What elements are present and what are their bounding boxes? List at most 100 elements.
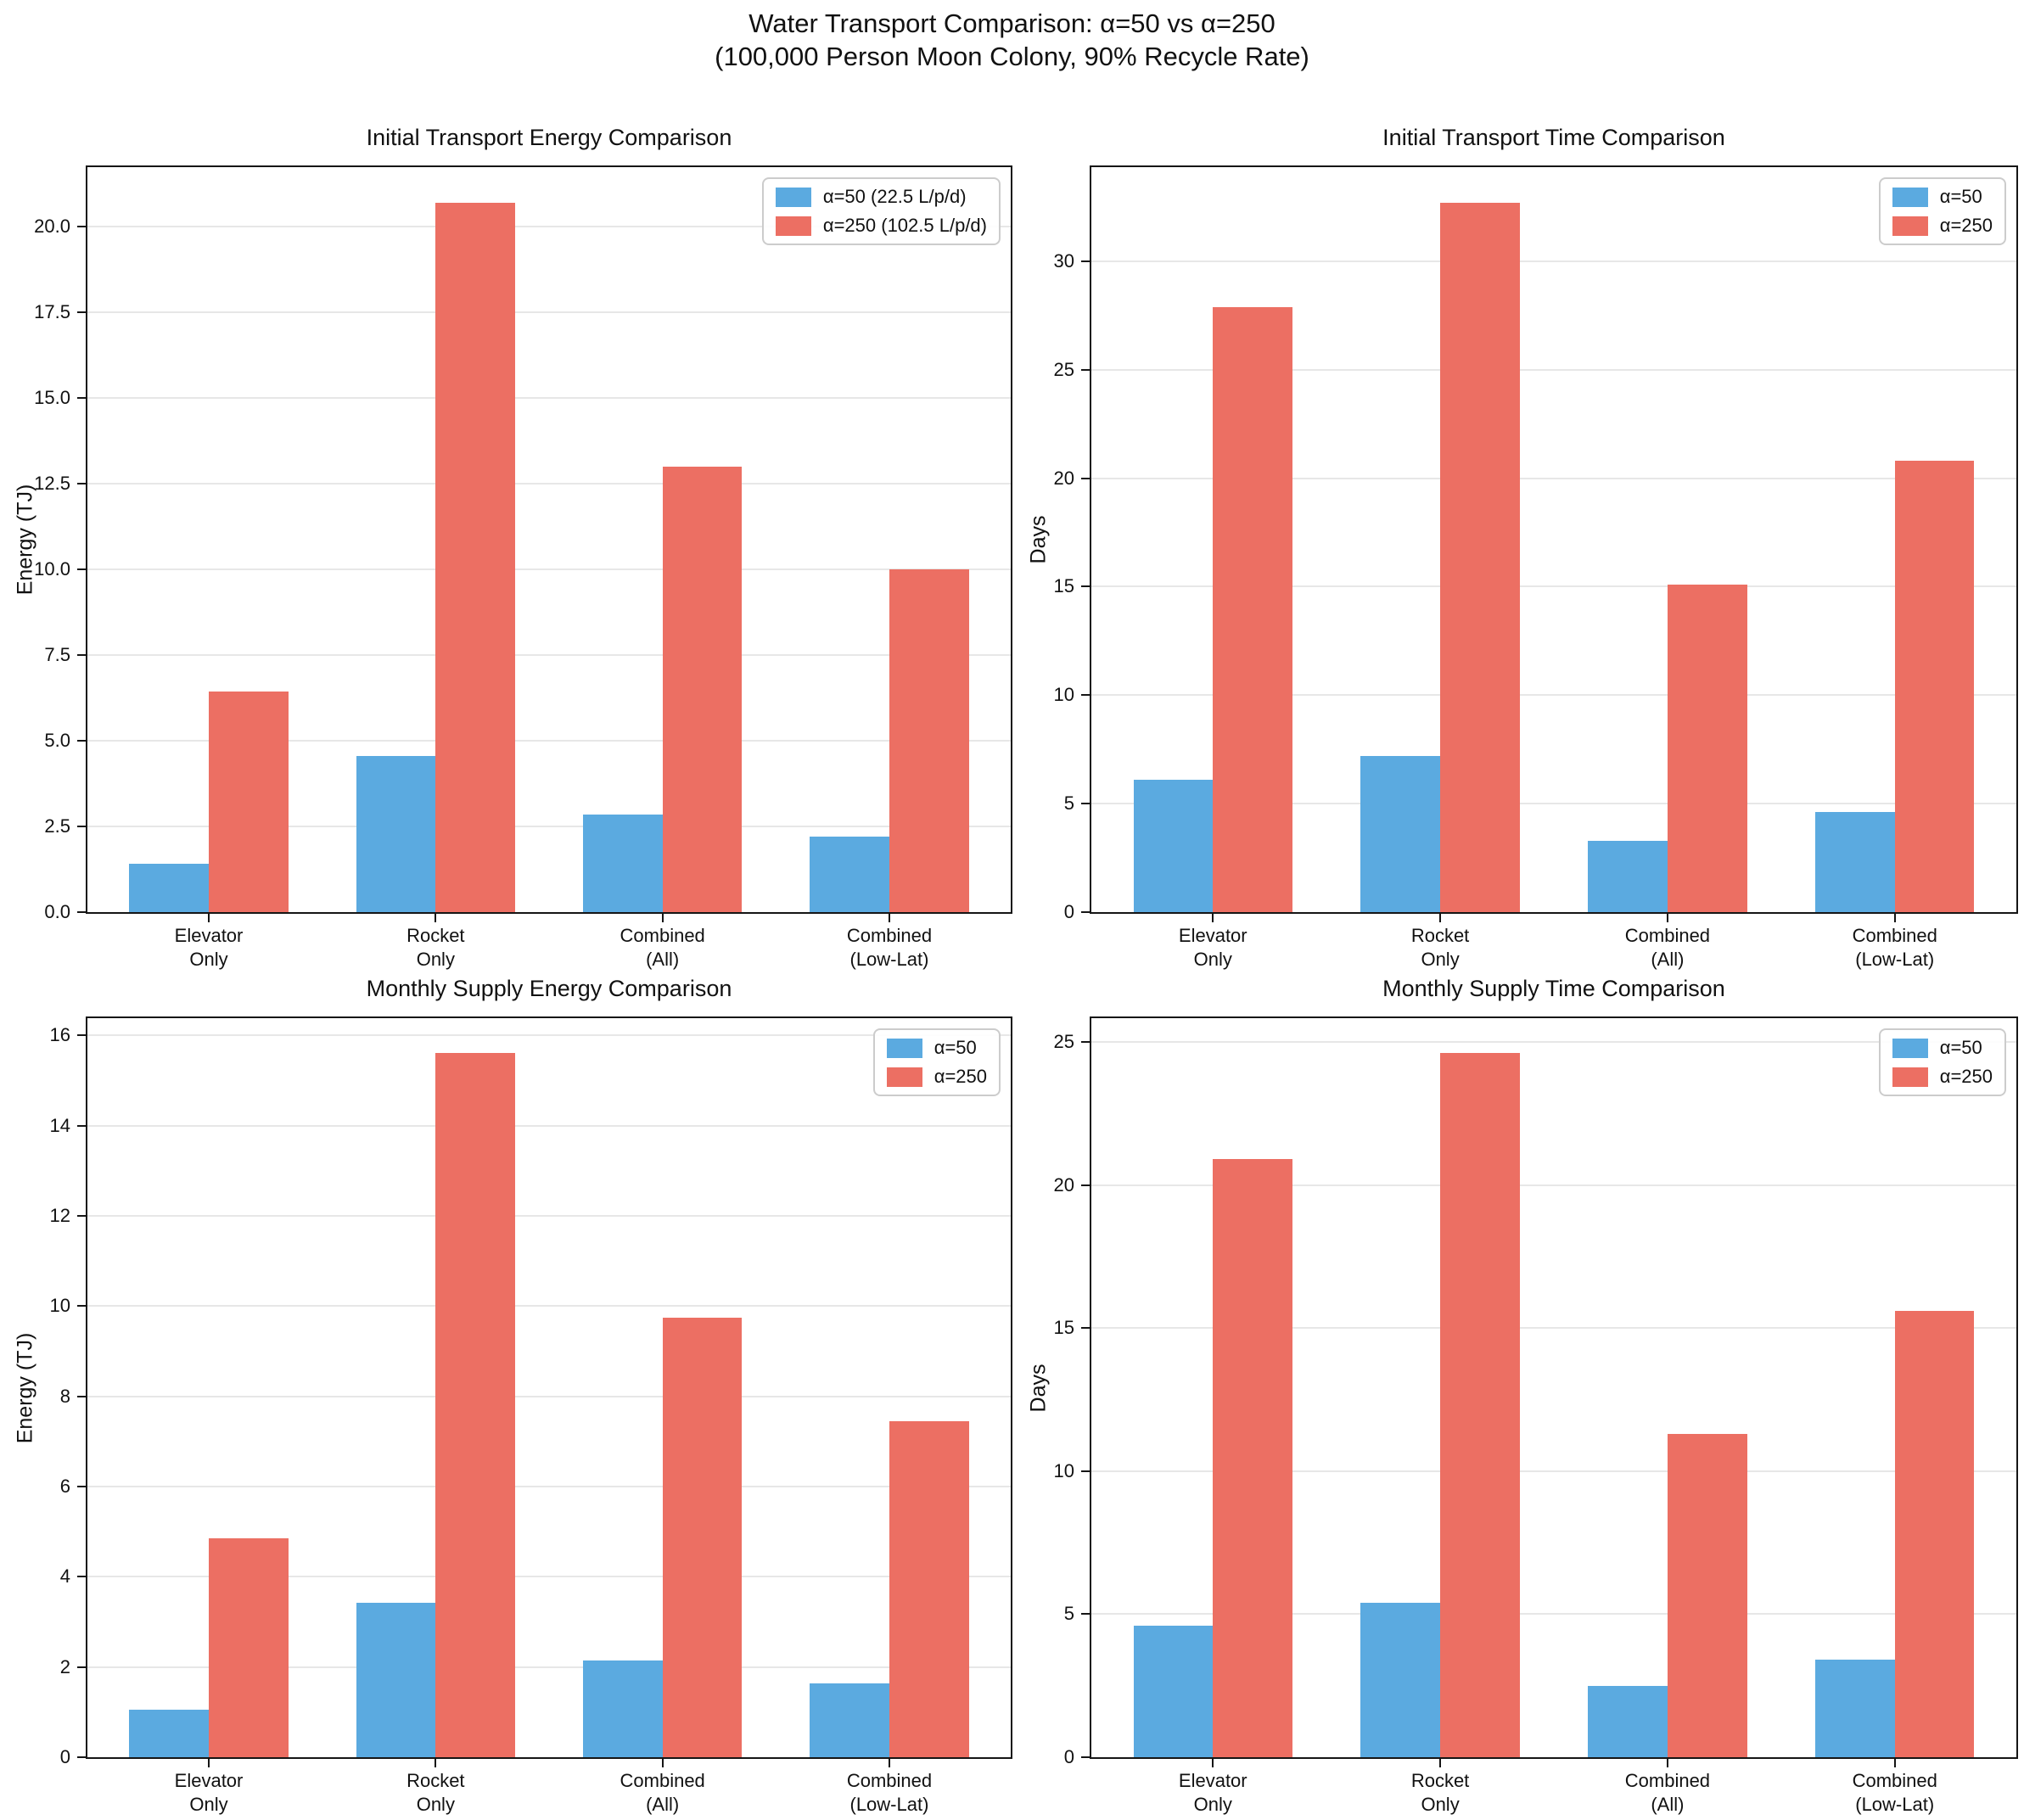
y-tick-mark xyxy=(77,311,86,314)
gridline xyxy=(1091,1184,2016,1186)
y-tick-mark xyxy=(1081,803,1090,805)
x-tick-mark xyxy=(1439,1759,1442,1767)
legend-swatch-alpha250 xyxy=(1892,1067,1928,1087)
x-tick-mark xyxy=(888,914,890,922)
y-tick-mark xyxy=(77,1124,86,1127)
gridline xyxy=(1091,260,2016,262)
bar-alpha50 xyxy=(356,1603,436,1757)
legend: α=50 (22.5 L/p/d) α=250 (102.5 L/p/d) xyxy=(761,177,1001,245)
y-tick-mark xyxy=(1081,694,1090,697)
y-tick-mark xyxy=(1081,1040,1090,1043)
gridline xyxy=(1091,1327,2016,1330)
bar-alpha250 xyxy=(435,203,515,912)
x-tick-mark xyxy=(435,1759,437,1767)
x-tick-label-line: Elevator xyxy=(1178,925,1247,946)
y-tick-mark xyxy=(77,1034,86,1037)
y-tick-mark xyxy=(77,911,86,913)
x-tick-mark xyxy=(1439,914,1442,922)
y-tick-mark xyxy=(1081,260,1090,262)
y-tick-mark xyxy=(1081,1184,1090,1186)
x-tick-label: Rocket Only xyxy=(1313,1769,1567,1817)
y-tick-label: 7.5 xyxy=(44,644,70,666)
gridline xyxy=(1091,1470,2016,1472)
x-tick-label-line: Combined xyxy=(1624,925,1711,946)
y-tick-label: 30 xyxy=(1053,249,1074,272)
bar-alpha250 xyxy=(1894,461,1975,912)
bar-alpha250 xyxy=(662,466,743,912)
x-tick-label-line: Elevator xyxy=(174,925,244,946)
x-tick-label: Combined (Low-Lat) xyxy=(762,1769,1017,1817)
axes-title: Initial Transport Time Comparison xyxy=(1382,125,1725,150)
x-tick-label: Rocket Only xyxy=(308,924,563,972)
x-tick-mark xyxy=(1212,914,1214,922)
gridline xyxy=(1091,694,2016,697)
x-tick-label-line: (Low-Lat) xyxy=(849,949,929,970)
x-tick-label-line: (Low-Lat) xyxy=(1855,1794,1935,1815)
y-tick-label: 25 xyxy=(1053,358,1074,380)
legend-label: α=250 xyxy=(1939,1066,1993,1087)
y-tick-mark xyxy=(77,397,86,400)
y-tick-mark xyxy=(1081,1470,1090,1472)
legend-label: α=250 xyxy=(934,1066,987,1087)
y-tick-label: 0 xyxy=(59,1746,70,1767)
legend-row: α=250 xyxy=(886,1066,987,1088)
bar-alpha250 xyxy=(1213,1159,1292,1757)
x-tick-label-line: Combined xyxy=(620,925,705,946)
x-tick-label-line: Only xyxy=(1193,1794,1232,1815)
y-tick-label: 5 xyxy=(1063,792,1074,815)
y-tick-label: 15 xyxy=(1053,1317,1074,1339)
x-tick-label-line: Only xyxy=(1421,949,1460,970)
plot-area: α=50 (22.5 L/p/d) α=250 (102.5 L/p/d) xyxy=(86,165,1012,914)
bar-alpha50 xyxy=(1133,1625,1214,1757)
x-tick-label-line: (Low-Lat) xyxy=(1855,949,1935,970)
legend-label: α=50 xyxy=(934,1037,977,1058)
legend-label: α=50 (22.5 L/p/d) xyxy=(822,186,967,207)
bar-alpha50 xyxy=(1588,1685,1668,1757)
y-tick-mark xyxy=(1081,585,1090,588)
legend-row: α=50 xyxy=(1892,1037,1993,1059)
x-tick-mark xyxy=(208,1759,210,1767)
bar-alpha50 xyxy=(1588,840,1668,912)
x-tick-label: Elevator Only xyxy=(1085,1769,1340,1817)
x-tick-label-line: Combined xyxy=(1852,925,1937,946)
y-tick-label: 2 xyxy=(59,1655,70,1677)
gridline xyxy=(1091,1041,2016,1043)
x-tick-label-line: (All) xyxy=(646,949,680,970)
x-tick-mark xyxy=(1212,1759,1214,1767)
y-tick-mark xyxy=(77,483,86,485)
y-tick-mark xyxy=(77,1666,86,1668)
axes-title: Monthly Supply Time Comparison xyxy=(1382,976,1725,1001)
y-tick-label: 5.0 xyxy=(44,730,70,752)
bar-alpha50 xyxy=(583,1660,663,1757)
y-tick-mark xyxy=(77,568,86,571)
y-tick-label: 2.5 xyxy=(44,815,70,837)
y-tick-label: 10 xyxy=(49,1295,70,1317)
x-tick-label-line: Combined xyxy=(846,1770,933,1791)
bar-alpha50 xyxy=(1814,812,1895,912)
gridline xyxy=(87,311,1011,314)
x-tick-mark xyxy=(1893,914,1896,922)
y-tick-label: 10.0 xyxy=(34,558,70,580)
bar-alpha50 xyxy=(1814,1660,1895,1757)
y-tick-mark xyxy=(1081,1327,1090,1330)
y-tick-label: 15 xyxy=(1053,575,1074,597)
y-tick-mark xyxy=(77,654,86,657)
y-tick-mark xyxy=(77,1395,86,1397)
x-tick-label-line: Combined xyxy=(620,1770,705,1791)
y-axis-label: Days xyxy=(1026,1364,1051,1412)
y-tick-label: 12 xyxy=(49,1204,70,1226)
y-tick-label: 17.5 xyxy=(34,301,70,323)
x-tick-mark xyxy=(661,914,664,922)
x-tick-label-line: Rocket xyxy=(1410,925,1470,946)
bar-alpha250 xyxy=(889,1420,969,1757)
y-tick-mark xyxy=(1081,911,1090,913)
bar-alpha250 xyxy=(209,691,289,912)
legend: α=50 α=250 xyxy=(1878,1028,2006,1096)
gridline xyxy=(87,568,1011,571)
bar-alpha250 xyxy=(1667,584,1747,912)
gridline xyxy=(87,483,1011,485)
x-tick-label: Combined (All) xyxy=(1540,924,1795,972)
y-tick-label: 8 xyxy=(59,1385,70,1407)
bar-alpha50 xyxy=(1360,755,1441,912)
